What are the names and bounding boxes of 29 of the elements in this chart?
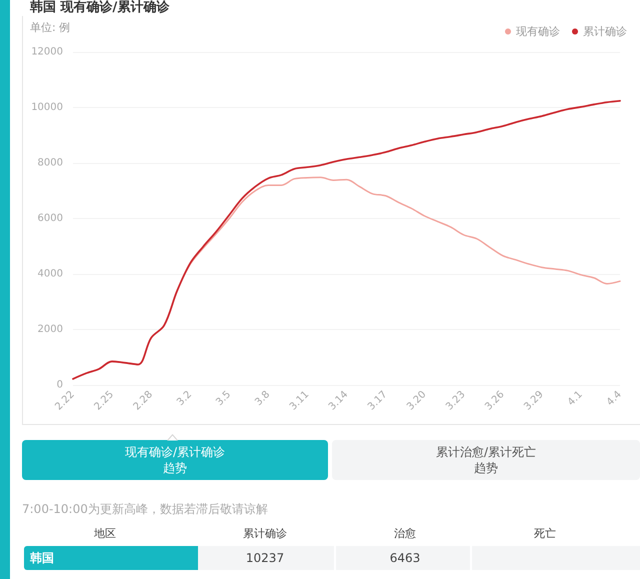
text: 死亡 [534, 527, 556, 540]
y-tick-label: 4000 [38, 268, 63, 280]
y-tick-label: 6000 [38, 213, 63, 224]
text: 6463 [390, 551, 420, 566]
text: 7:00-10:00为更新高峰，数据若滞后敬请谅解 [22, 502, 268, 516]
text: 地区 [94, 527, 116, 540]
chart-title: 韩国 现有确诊/累计确诊 [29, 0, 170, 15]
text: 现有确诊/累计确诊 [124, 445, 226, 460]
text: 治愈 [394, 527, 416, 540]
y-tick-label: 8000 [38, 158, 63, 168]
text: 累计确诊 [243, 527, 287, 540]
y-tick-label: 2000 [38, 324, 63, 335]
text: 单位: 例 [30, 21, 70, 34]
line-series [72, 100, 621, 380]
x-tick-label: 3.8 [253, 389, 272, 408]
text: 累计治愈/累计死亡 [436, 445, 536, 460]
y-tick-label: 10000 [31, 102, 63, 113]
x-tick-label: 4.1 [566, 389, 585, 408]
x-tick-label: 3.2 [175, 389, 194, 408]
text: 10237 [246, 551, 284, 566]
legend-label: 现有确诊 [516, 25, 560, 38]
y-tick-label: 12000 [31, 46, 63, 58]
text: 韩国 [30, 551, 54, 566]
y-tick-label: 0 [56, 380, 63, 390]
x-tick-label: 3.5 [214, 389, 234, 408]
x-tick-label: 4.4 [604, 389, 624, 408]
text: 趋势 [474, 461, 498, 476]
text: 趋势 [163, 461, 187, 476]
legend-label: 累计确诊 [583, 25, 627, 38]
